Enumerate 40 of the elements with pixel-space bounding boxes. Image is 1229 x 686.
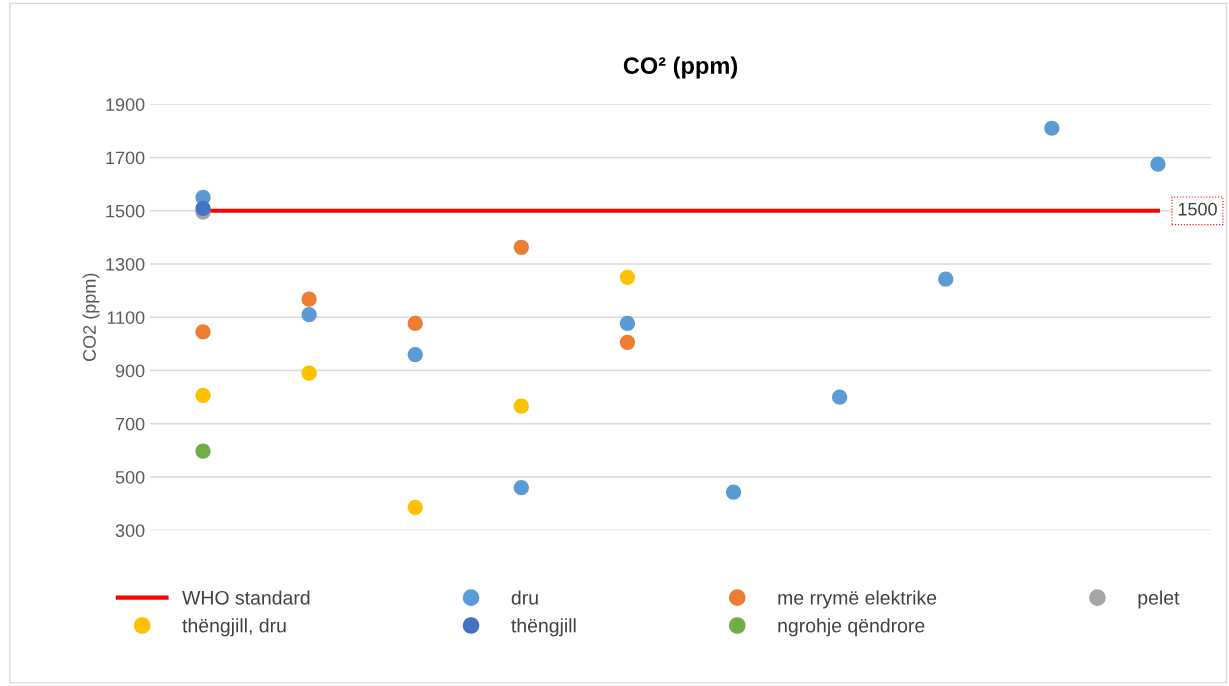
point: [1150, 156, 1166, 172]
point: [301, 291, 317, 307]
point: [301, 307, 317, 323]
data-label: 1500: [1178, 202, 1217, 216]
chart-title: CO² (ppm): [623, 56, 738, 79]
point: [938, 271, 954, 287]
y-axis-title: CO2 (ppm): [82, 273, 100, 361]
y-tick-label: 300: [115, 524, 145, 537]
legend-label: dru: [511, 590, 538, 605]
point: [407, 315, 423, 332]
point: [725, 484, 742, 500]
legend-label: me rrymë elektrike: [778, 590, 937, 609]
point: [513, 398, 529, 414]
point: [407, 499, 423, 515]
point: [195, 324, 211, 340]
legend-label: WHO standard: [182, 590, 310, 605]
y-tick-label: 1700: [106, 151, 145, 165]
y-tick-label: 1500: [106, 204, 145, 218]
point: [832, 389, 848, 405]
legend-label: thëngjill, dru: [182, 618, 286, 637]
point: [513, 239, 529, 255]
point: [619, 269, 636, 285]
point: [407, 346, 423, 363]
point: [301, 365, 317, 381]
y-tick-label: 900: [115, 364, 145, 378]
point: [619, 315, 636, 332]
legend-label: ngrohje qëndrore: [778, 618, 925, 637]
point: [195, 200, 211, 216]
y-tick-label: 1900: [106, 98, 145, 111]
y-tick-label: 1100: [107, 311, 145, 324]
point: [1044, 120, 1060, 136]
y-tick-label: 500: [115, 470, 145, 484]
y-tick-label: 1300: [106, 257, 145, 271]
y-tick-label: 700: [115, 417, 145, 431]
point: [195, 387, 211, 403]
legend-label: thëngjill: [511, 618, 576, 637]
legend-label: pelet: [1138, 590, 1180, 609]
point: [513, 480, 529, 496]
point: [195, 443, 211, 459]
point: [619, 334, 636, 350]
